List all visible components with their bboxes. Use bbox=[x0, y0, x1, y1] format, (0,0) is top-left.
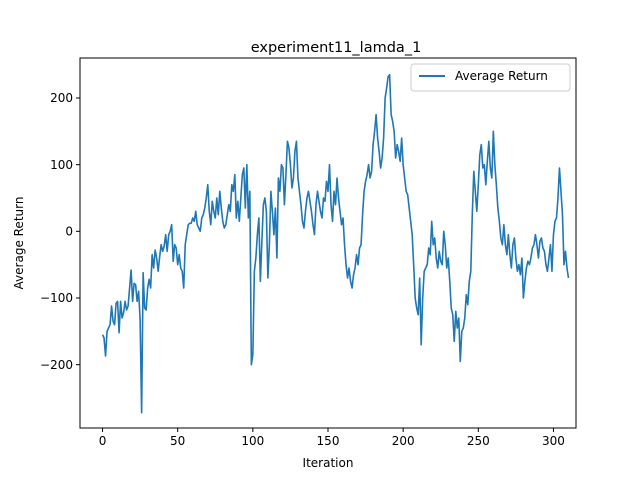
x-tick-label: 0 bbox=[99, 434, 107, 448]
chart-title: experiment11_lamda_1 bbox=[251, 40, 422, 56]
y-tick-label: −200 bbox=[40, 358, 73, 372]
x-tick-label: 300 bbox=[542, 434, 565, 448]
y-tick-label: −100 bbox=[40, 291, 73, 305]
x-tick-label: 50 bbox=[170, 434, 185, 448]
y-tick-label: 100 bbox=[50, 158, 73, 172]
y-axis-ticks: −200 −100 0 100 200 bbox=[40, 91, 80, 372]
y-tick-label: 200 bbox=[50, 91, 73, 105]
x-axis-label: Iteration bbox=[303, 456, 354, 470]
x-tick-label: 100 bbox=[241, 434, 264, 448]
legend: Average Return bbox=[410, 63, 571, 92]
y-tick-label: 0 bbox=[65, 225, 73, 239]
y-axis-label: Average Return bbox=[12, 197, 26, 290]
series-layer bbox=[101, 73, 570, 414]
legend-box bbox=[410, 63, 571, 92]
x-tick-label: 200 bbox=[392, 434, 415, 448]
series-line-0 bbox=[101, 73, 570, 414]
x-axis-ticks: 0 50 100 150 200 250 300 bbox=[99, 428, 565, 448]
x-tick-label: 150 bbox=[317, 434, 340, 448]
legend-label: Average Return bbox=[455, 69, 548, 83]
x-tick-label: 250 bbox=[467, 434, 490, 448]
